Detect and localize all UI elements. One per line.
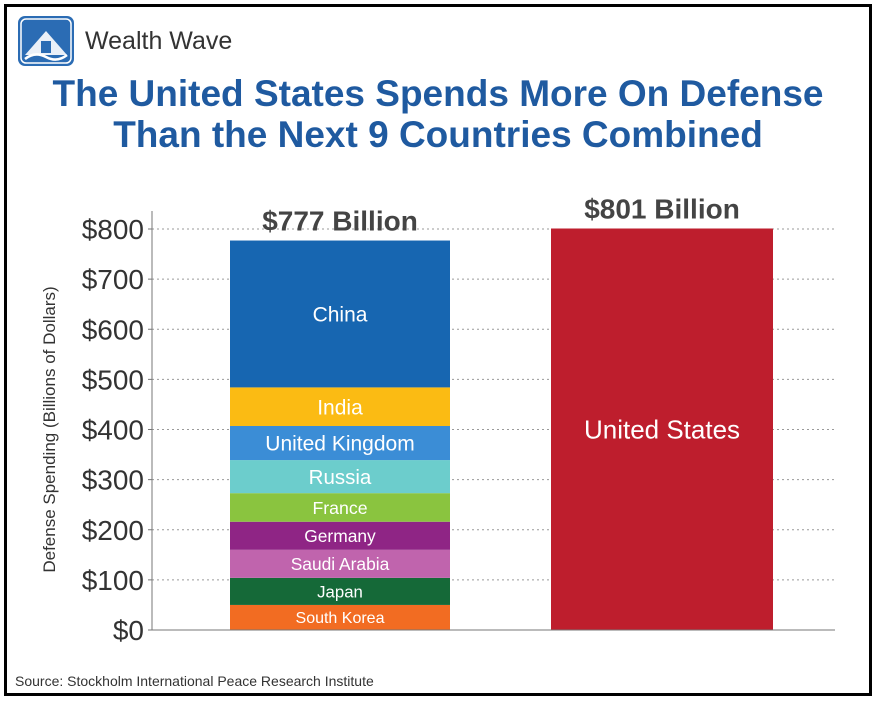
bar-segment-france	[230, 493, 450, 522]
infographic-frame: Wealth Wave The United States Spends Mor…	[4, 4, 872, 696]
segment-label-united-kingdom: United Kingdom	[265, 433, 414, 456]
y-tick-label: $600	[82, 314, 144, 345]
brand-header: Wealth Wave	[17, 15, 232, 67]
segment-label-india: India	[317, 396, 363, 419]
bar-segment-united-states	[551, 228, 773, 630]
y-tick-label: $500	[82, 364, 144, 395]
bar-segment-germany	[230, 521, 450, 550]
bar-segment-south-korea	[230, 604, 450, 630]
segment-label-saudi-arabia: Saudi Arabia	[291, 554, 390, 574]
bar-total-label: $801 Billion	[584, 193, 740, 224]
chart-title: The United States Spends More On Defense…	[7, 73, 869, 155]
segment-label-south-korea: South Korea	[296, 610, 385, 627]
y-tick-label: $0	[113, 615, 144, 646]
bar-segment-japan	[230, 577, 450, 605]
bar-total-label: $777 Billion	[262, 206, 418, 237]
bar-segment-china	[230, 240, 450, 388]
brand-name: Wealth Wave	[85, 26, 233, 55]
y-tick-label: $700	[82, 264, 144, 295]
y-tick-label: $100	[82, 565, 144, 596]
y-tick-label: $400	[82, 415, 144, 446]
bar-segment-united-kingdom	[230, 425, 450, 461]
bar-2: United States $801 Billion	[551, 193, 773, 630]
bar-segment-saudi-arabia	[230, 549, 450, 578]
y-axis-ticks: $0 $100 $200 $300 $400 $500 $600 $700 $800	[82, 211, 153, 646]
bar-segment-russia	[230, 460, 450, 494]
chart-title-line-2: Than the Next 9 Countries Combined	[113, 114, 763, 155]
segment-label-china: China	[313, 304, 368, 327]
chart-title-line-1: The United States Spends More On Defense	[52, 73, 824, 114]
bar-segment-india	[230, 387, 450, 426]
y-axis-label: Defense Spending (Billions of Dollars)	[40, 286, 59, 572]
grid-lines	[152, 228, 835, 581]
bars: South Korea Japan Saudi Arabia Germany Franc…	[230, 193, 773, 630]
segment-label-united-states: United States	[584, 415, 740, 445]
stacked-bar-chart: $0 $100 $200 $300 $400 $500 $600 $700 $800 South…	[40, 193, 835, 646]
y-tick-label: $200	[82, 515, 144, 546]
y-tick-label: $800	[82, 214, 144, 245]
y-tick-label: $300	[82, 465, 144, 496]
segment-label-japan: Japan	[317, 582, 363, 601]
segment-label-germany: Germany	[304, 526, 376, 546]
source-note: Source: Stockholm International Peace Re…	[15, 673, 374, 689]
bar-1: South Korea Japan Saudi Arabia Germany Franc…	[230, 206, 450, 630]
wealth-wave-logo-icon	[18, 16, 74, 66]
segment-label-russia: Russia	[309, 466, 372, 489]
segment-label-france: France	[312, 498, 367, 518]
